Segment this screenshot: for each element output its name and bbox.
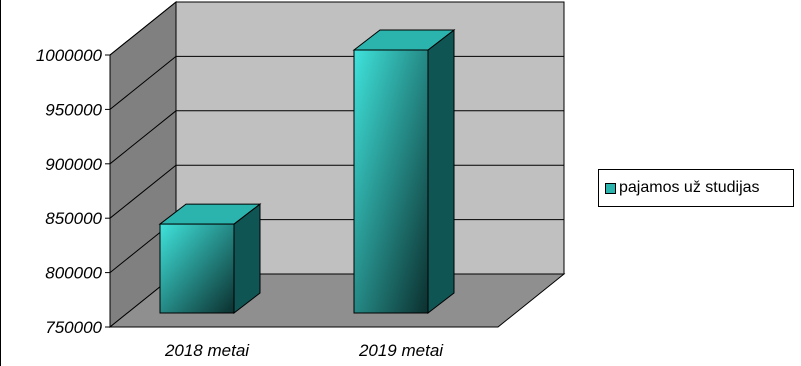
- legend-label: pajamos už studijas: [619, 179, 760, 196]
- bar: [158, 203, 262, 315]
- y-tick-label: 1000000: [36, 46, 103, 65]
- y-tick-label: 850000: [45, 209, 102, 228]
- frame-left-edge: [0, 0, 1, 366]
- y-tick-label: 750000: [45, 318, 102, 337]
- legend-swatch-icon: [605, 182, 616, 194]
- bar-side: [427, 28, 455, 315]
- x-tick-label: 2019 metai: [358, 341, 444, 360]
- legend: pajamos už studijas: [598, 169, 794, 207]
- y-tick-label: 800000: [45, 264, 102, 283]
- bar-front: [159, 223, 235, 314]
- gridline: [109, 1, 564, 56]
- bar-front: [353, 49, 429, 314]
- x-tick-label: 2018 metai: [164, 341, 250, 360]
- y-tick-label: 950000: [45, 100, 102, 119]
- bar: [352, 28, 456, 315]
- y-tick-label: 900000: [45, 155, 102, 174]
